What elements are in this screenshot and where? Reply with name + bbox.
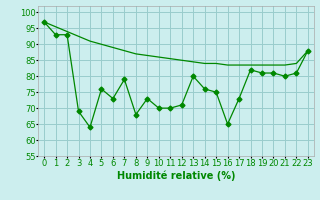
X-axis label: Humidité relative (%): Humidité relative (%) [117, 171, 235, 181]
